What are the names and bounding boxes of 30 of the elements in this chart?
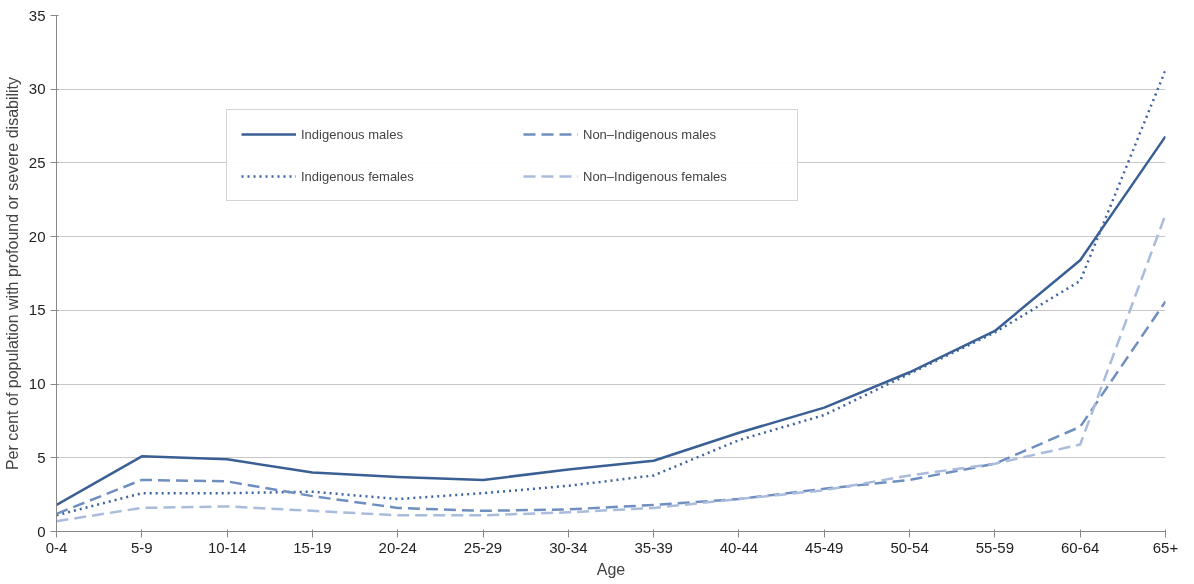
line-series (56, 300, 1166, 516)
legend-label: Non–Indigenous males (583, 126, 717, 142)
x-tick-label: 35-39 (634, 538, 673, 556)
y-tick-label: 30 (28, 80, 46, 98)
x-tick-label: 55-59 (975, 538, 1015, 556)
y-tick-label: 15 (28, 301, 46, 319)
y-tick-label: 10 (28, 375, 46, 393)
x-tick-label: 45-49 (805, 538, 844, 556)
y-tick-label: 0 (37, 522, 46, 540)
y-tick-label: 5 (37, 448, 46, 466)
x-tick-label: 25-29 (463, 538, 503, 556)
legend-label: Indigenous males (301, 126, 404, 142)
y-axis-title: Per cent of population with profound or severe disability (3, 76, 21, 471)
legend-label: Indigenous females (301, 168, 415, 184)
x-tick-label: 15-19 (293, 538, 332, 556)
x-tick-label: 65+ (1152, 538, 1179, 556)
x-tick-label: 20-24 (378, 538, 417, 556)
y-tick-label: 20 (28, 227, 46, 245)
x-axis-title: Age (596, 560, 626, 578)
x-tick-label: 50-54 (890, 538, 929, 556)
x-tick-label: 10-14 (207, 538, 247, 556)
y-tick-label: 25 (28, 153, 46, 171)
y-tick-label: 35 (28, 6, 46, 24)
line-series (56, 68, 1166, 517)
x-tick-label: 60-64 (1061, 538, 1100, 556)
legend-label: Non–Indigenous females (583, 168, 728, 184)
x-tick-label: 40-44 (719, 538, 759, 556)
x-tick-label: 0-4 (45, 538, 68, 556)
x-tick-label: 30-34 (549, 538, 588, 556)
x-tick-label: 5-9 (130, 538, 153, 556)
